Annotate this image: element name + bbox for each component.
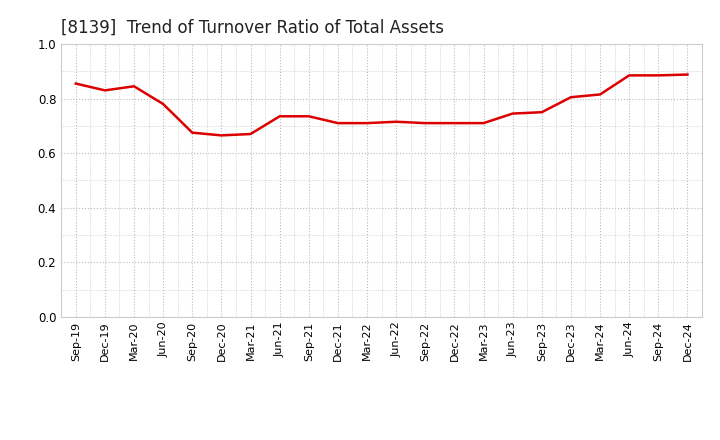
Text: [8139]  Trend of Turnover Ratio of Total Assets: [8139] Trend of Turnover Ratio of Total … — [61, 19, 444, 37]
